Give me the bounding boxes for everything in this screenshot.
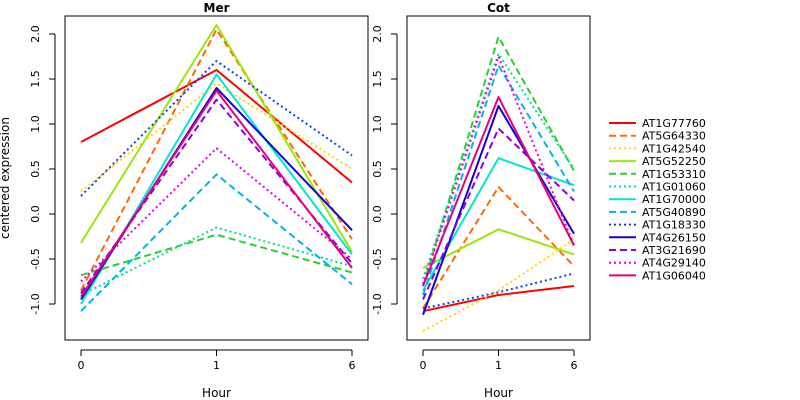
y-tick-label-mer: 0.0: [29, 205, 42, 223]
y-tick-label-cot: -0.5: [371, 248, 384, 269]
legend-label-at5g52250: AT5G52250: [642, 155, 706, 168]
y-tick-label-cot: 1.0: [371, 115, 384, 133]
legend-label-at1g42540: AT1G42540: [642, 142, 706, 155]
y-tick-label-cot: -1.0: [371, 293, 384, 314]
y-tick-label-mer: -1.0: [29, 293, 42, 314]
x-tick-label-mer: 1: [213, 359, 220, 372]
series-line-mer-at5g40890: [80, 173, 353, 312]
legend-label-at1g77760: AT1G77760: [642, 117, 706, 130]
x-tick-label-cot: 1: [495, 359, 502, 372]
legend-label-at1g01060: AT1G01060: [642, 181, 706, 194]
y-tick-label-mer: -0.5: [29, 248, 42, 269]
series-line-cot-at1g77760: [422, 285, 575, 313]
y-tick-label-mer: 1.5: [29, 70, 42, 88]
series-line-mer-at5g52250: [80, 24, 353, 253]
series-line-cot-at3g21690: [422, 127, 575, 300]
legend-label-at4g26150: AT4G26150: [642, 231, 706, 244]
series-line-cot-at1g53310: [422, 35, 575, 287]
x-tick-label-cot: 6: [571, 359, 578, 372]
y-axis-label: centered expression: [0, 117, 12, 239]
series-line-mer-at1g42540: [80, 82, 353, 193]
legend-label-at4g29140: AT4G29140: [642, 257, 706, 270]
y-tick-label-mer: 0.5: [29, 160, 42, 178]
series-line-cot-at5g64330: [422, 186, 575, 310]
series-line-cot-at1g18330: [422, 272, 575, 310]
series-line-mer-at3g21690: [80, 98, 353, 294]
series-line-mer-at1g53310: [80, 233, 353, 277]
x-tick-label-mer: 0: [78, 359, 85, 372]
legend-label-at5g40890: AT5G40890: [642, 206, 706, 219]
series-line-mer-at4g29140: [80, 147, 353, 283]
series-line-cot-at1g01060: [422, 52, 575, 280]
y-tick-label-mer: 2.0: [29, 25, 42, 43]
series-line-mer-at1g01060: [80, 226, 353, 296]
series-line-cot-at1g42540: [422, 238, 575, 332]
series-line-cot-at4g29140: [422, 55, 575, 285]
y-tick-label-cot: 1.5: [371, 70, 384, 88]
series-line-cot-at1g06040: [422, 96, 575, 287]
x-tick-label-mer: 6: [349, 359, 356, 372]
plot-frame-cot: [406, 15, 591, 341]
series-line-mer-at1g77760: [80, 69, 353, 184]
legend-label-at1g53310: AT1G53310: [642, 168, 706, 181]
plot-frame-mer: [64, 15, 369, 341]
panel-title-mer: Mer: [204, 1, 230, 15]
legend-label-at3g21690: AT3G21690: [642, 244, 706, 257]
series-line-cot-at4g26150: [422, 105, 575, 316]
legend-label-at1g06040: AT1G06040: [642, 269, 706, 282]
series-line-mer-at1g18330: [80, 60, 353, 197]
x-tick-label-cot: 0: [420, 359, 427, 372]
series-line-cot-at5g52250: [422, 228, 575, 269]
y-tick-label-cot: 2.0: [371, 25, 384, 43]
legend-label-at1g18330: AT1G18330: [642, 219, 706, 232]
x-axis-label-cot: Hour: [484, 386, 513, 400]
series-line-cot-at5g40890: [422, 64, 575, 296]
panel-title-cot: Cot: [487, 1, 510, 15]
y-tick-label-cot: 0.5: [371, 160, 384, 178]
y-tick-label-mer: 1.0: [29, 115, 42, 133]
legend-label-at5g64330: AT5G64330: [642, 130, 706, 143]
x-axis-label-mer: Hour: [202, 386, 231, 400]
legend-label-at1g70000: AT1G70000: [642, 193, 706, 206]
series-line-mer-at1g06040: [80, 89, 353, 298]
y-tick-label-cot: 0.0: [371, 205, 384, 223]
